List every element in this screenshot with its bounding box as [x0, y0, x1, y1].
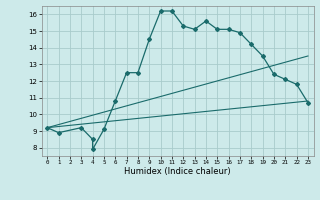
X-axis label: Humidex (Indice chaleur): Humidex (Indice chaleur): [124, 167, 231, 176]
